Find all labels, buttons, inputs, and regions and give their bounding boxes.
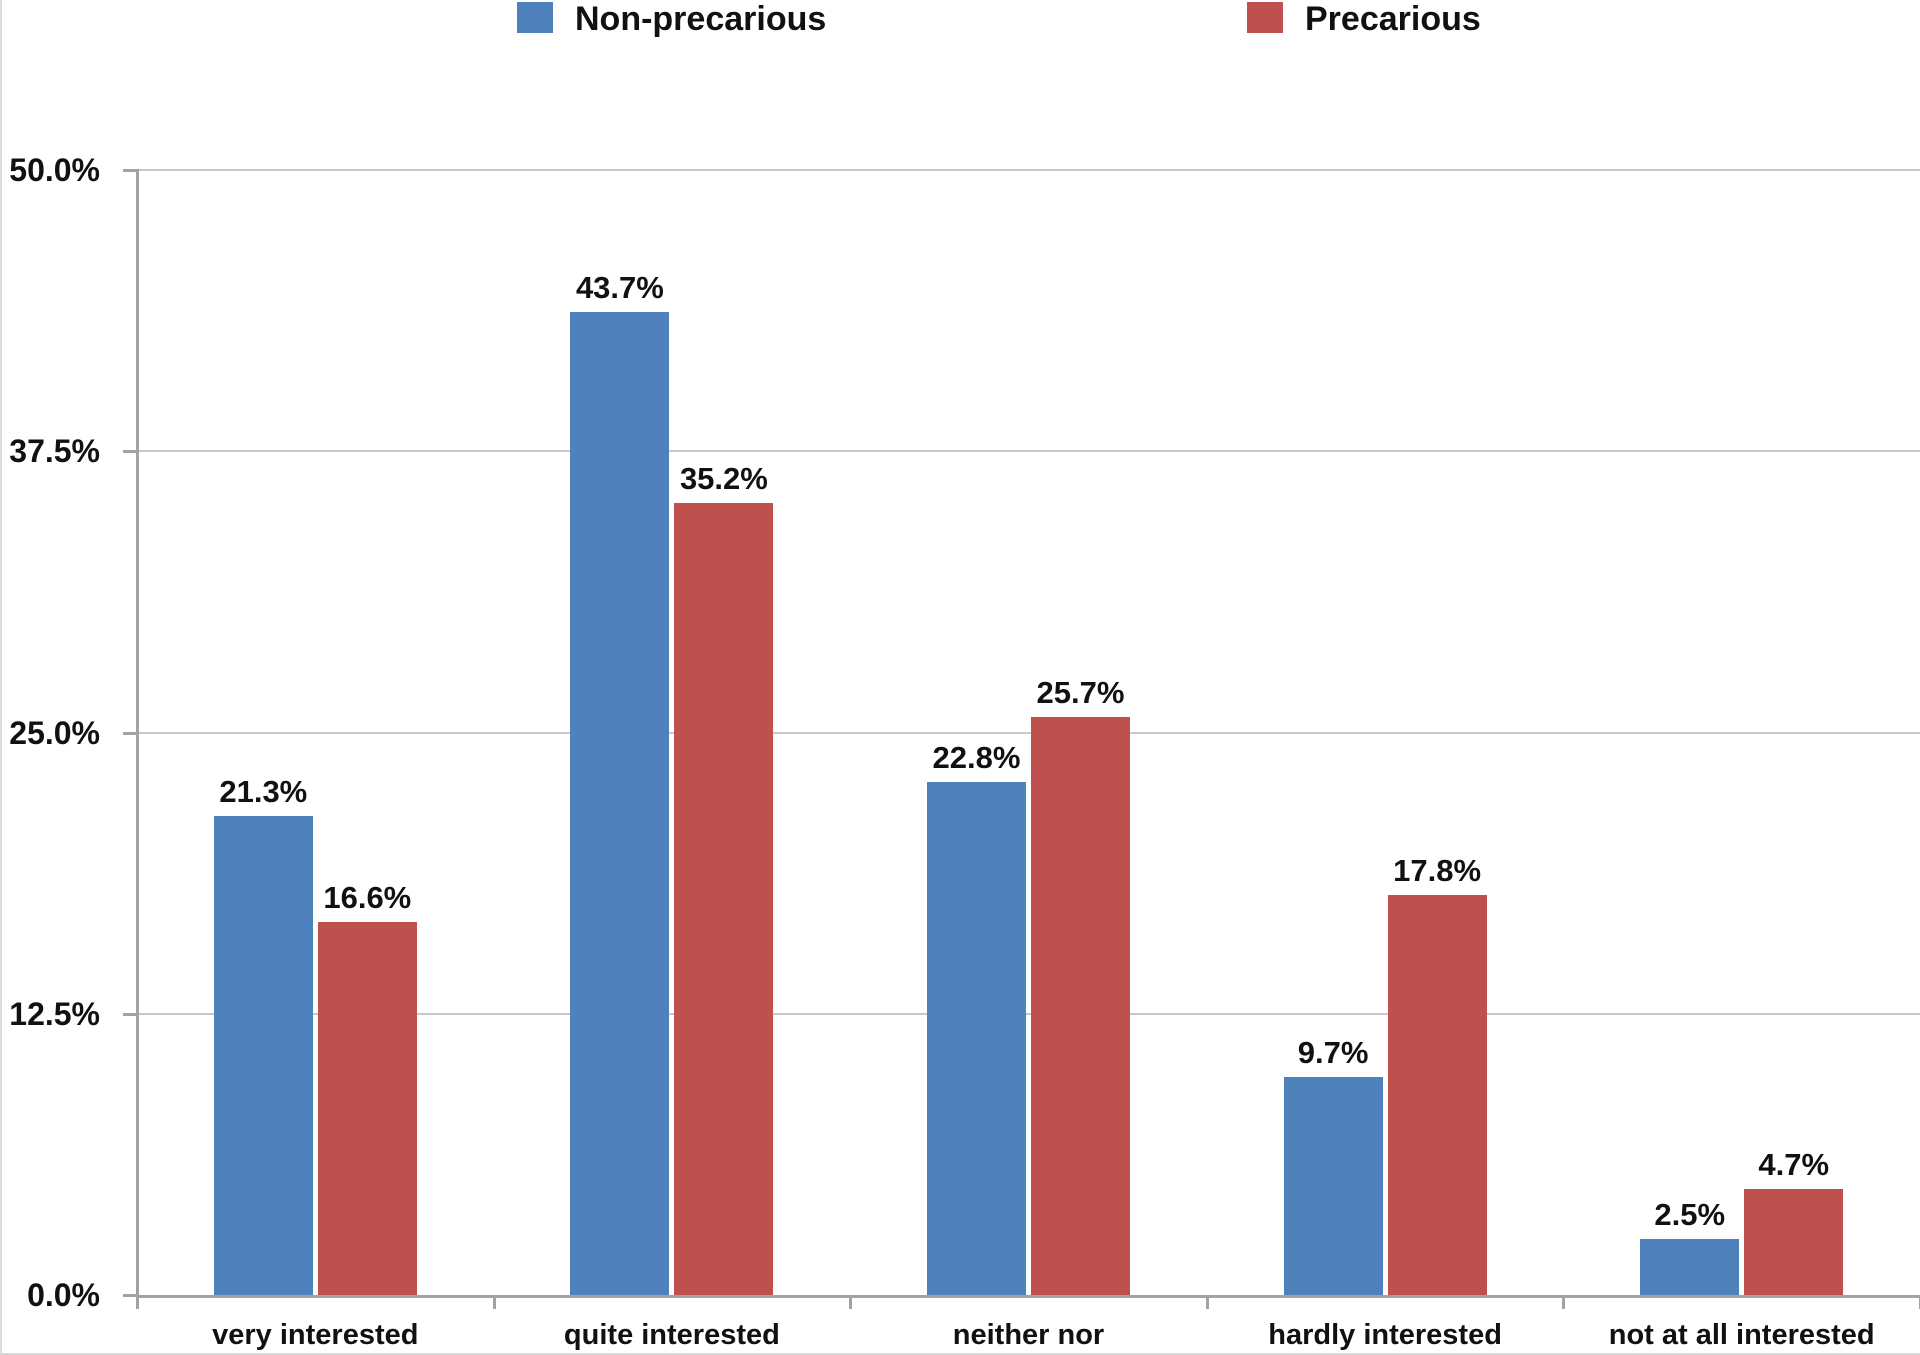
gridline <box>137 169 1920 171</box>
x-axis-tick <box>1205 1295 1209 1309</box>
x-axis-tick <box>1562 1295 1566 1309</box>
y-axis-tick <box>123 1294 137 1297</box>
bar-value-label: 35.2% <box>679 461 768 496</box>
category-label: neither nor <box>952 1319 1105 1351</box>
bar-non-precarious <box>1283 1076 1383 1295</box>
bar-non-precarious <box>1640 1238 1740 1295</box>
x-axis <box>137 1295 1920 1298</box>
bar-value-label: 2.5% <box>1654 1196 1726 1232</box>
legend-item-non-precarious: Non-precarious <box>517 0 826 38</box>
legend-label-precarious: Precarious <box>1305 0 1481 38</box>
bar-value-label: 43.7% <box>575 269 664 305</box>
bar-value-label: 22.8% <box>932 740 1021 775</box>
bar-value-label: 25.7% <box>1036 674 1125 710</box>
bar-value-label: 16.6% <box>323 879 412 915</box>
bar-value-label: 21.3% <box>219 773 308 809</box>
y-axis-tick <box>123 731 137 735</box>
y-axis-tick-label: 25.0% <box>9 714 100 751</box>
bar-precarious <box>317 921 417 1295</box>
category-label: very interested <box>212 1319 419 1351</box>
x-axis-tick <box>492 1295 496 1309</box>
x-axis-tick <box>136 1295 139 1309</box>
x-axis-tick <box>849 1295 853 1309</box>
bar-value-label: 4.7% <box>1758 1147 1830 1183</box>
category-label: quite interested <box>563 1319 780 1351</box>
y-axis-tick-label: 0.0% <box>27 1277 100 1313</box>
bar-precarious <box>674 503 774 1295</box>
y-axis-tick-label: 12.5% <box>9 995 100 1032</box>
gridline <box>137 731 1920 734</box>
bar-value-label: 17.8% <box>1393 852 1482 888</box>
y-axis-tick-label: 50.0% <box>9 152 100 188</box>
legend-label-non-precarious: Non-precarious <box>575 0 827 38</box>
legend-swatch-non-precarious-icon <box>517 2 553 33</box>
category-label: hardly interested <box>1268 1319 1502 1351</box>
bar-value-label: 9.7% <box>1297 1034 1369 1070</box>
y-axis <box>136 169 139 1296</box>
y-axis-tick-label: 37.5% <box>9 433 100 470</box>
legend-swatch-precarious-icon <box>1247 2 1283 33</box>
category-label: not at all interested <box>1608 1319 1875 1351</box>
gridline <box>137 1012 1920 1015</box>
legend-item-precarious: Precarious <box>1247 0 1481 38</box>
bar-non-precarious <box>927 782 1026 1295</box>
bar-precarious <box>1031 716 1130 1295</box>
y-axis-tick <box>123 169 137 172</box>
bar-precarious <box>1387 894 1487 1295</box>
gridline <box>137 450 1920 453</box>
y-axis-tick <box>123 1012 137 1016</box>
bar-non-precarious <box>570 311 670 1295</box>
bar-non-precarious <box>213 815 313 1295</box>
bar-precarious <box>1744 1189 1844 1295</box>
y-axis-tick <box>123 450 137 454</box>
